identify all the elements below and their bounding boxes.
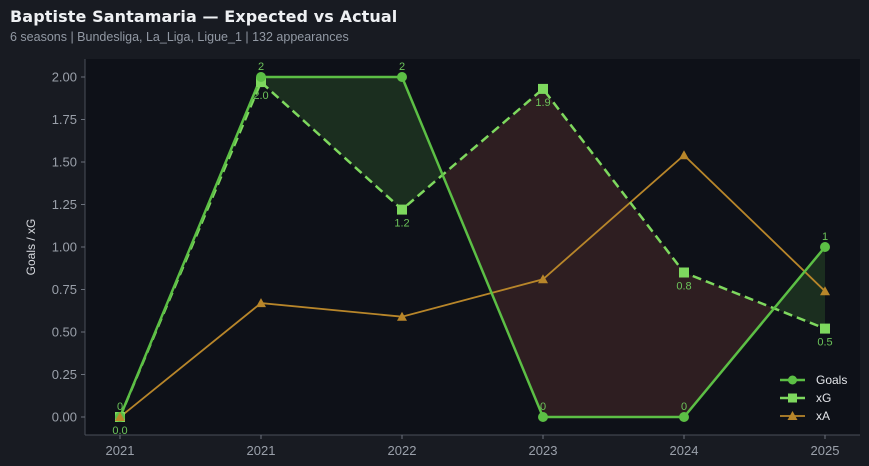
goals-data-label: 2 — [399, 61, 405, 73]
y-tick-label: 1.25 — [52, 197, 77, 212]
goals-data-label: 0 — [681, 401, 687, 413]
underperform-fill — [442, 88, 543, 418]
goals-data-label: 1 — [822, 231, 828, 243]
xg-marker — [679, 267, 689, 278]
goals-marker — [538, 412, 548, 422]
underperform-fill — [684, 272, 775, 417]
goals-marker — [397, 72, 407, 82]
x-tick-label: 2021 — [106, 443, 135, 458]
legend-goals-marker — [788, 375, 797, 385]
x-tick-label: 2023 — [529, 443, 558, 458]
xg-line — [118, 79, 826, 418]
xa-marker — [679, 150, 689, 160]
x-tick-label: 2024 — [670, 443, 699, 458]
overperform-fill — [774, 247, 825, 329]
xg-data-label: 1.9 — [535, 97, 550, 109]
data-labels: 0 2 2 0 0 1 0.0 2.0 1.2 1.9 0.8 0.5 — [112, 61, 832, 437]
y-tick-label: 0.50 — [52, 325, 77, 340]
legend-xa-label: xA — [816, 409, 830, 423]
goals-data-label: 2 — [258, 61, 264, 73]
xg-data-label: 0.8 — [676, 281, 691, 293]
xa-marker — [820, 286, 830, 296]
xg-marker — [397, 204, 407, 215]
legend-xg-marker — [788, 393, 797, 403]
y-tick-label: 2.00 — [52, 70, 77, 85]
overperform-fill — [402, 77, 443, 210]
x-tick-label: 2021 — [247, 443, 276, 458]
xg-data-label: 0.0 — [112, 425, 127, 437]
xa-marker — [256, 298, 266, 308]
xa-marker — [397, 311, 407, 321]
xa-marker — [115, 412, 125, 421]
goals-marker — [679, 412, 689, 422]
xg-data-label: 0.5 — [817, 337, 832, 349]
xg-data-label: 1.2 — [394, 218, 409, 230]
x-tick-label: 2022 — [388, 443, 417, 458]
y-tick-label: 0.25 — [52, 367, 77, 382]
legend-goals-label: Goals — [816, 373, 847, 387]
xg-data-label: 2.0 — [253, 90, 268, 102]
goals-line — [118, 75, 826, 419]
y-tick-label: 0.00 — [52, 410, 77, 425]
goals-data-label: 0 — [540, 401, 546, 413]
xa-marker — [538, 274, 548, 284]
y-tick-label: 1.75 — [52, 112, 77, 127]
xa-line — [119, 153, 826, 418]
y-tick-label: 1.50 — [52, 155, 77, 170]
legend-xg-label: xG — [816, 391, 831, 405]
goals-marker — [256, 72, 266, 82]
xg-marker — [820, 323, 830, 334]
axes: 0.000.250.500.751.001.251.501.752.002021… — [24, 59, 860, 458]
series-lines — [115, 72, 830, 422]
legend: Goals xG xA — [780, 373, 847, 423]
chart-title: Baptiste Santamaria — Expected vs Actual — [10, 7, 398, 26]
legend-xa-marker — [787, 411, 798, 420]
y-axis-label: Goals / xG — [24, 219, 38, 276]
x-tick-label: 2025 — [811, 443, 840, 458]
goals-marker — [820, 242, 830, 252]
underperform-fill — [543, 88, 684, 418]
goals-data-label: 0 — [117, 401, 123, 413]
xg-marker — [256, 77, 266, 88]
chart-subtitle: 6 seasons | Bundesliga, La_Liga, Ligue_1… — [10, 30, 349, 44]
y-tick-label: 1.00 — [52, 240, 77, 255]
xg-marker — [538, 83, 548, 94]
y-tick-label: 0.75 — [52, 282, 77, 297]
